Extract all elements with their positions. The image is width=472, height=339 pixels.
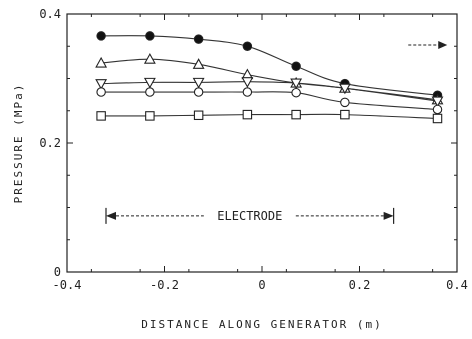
electrode-arrowhead-right [383, 211, 394, 220]
data-point-open-circle [145, 87, 155, 97]
y-axis-label: PRESSURE (MPa) [12, 83, 25, 204]
electrode-label: ELECTRODE [217, 209, 282, 223]
data-point-open-circle [193, 87, 204, 97]
data-point-filled-circle [96, 31, 106, 41]
axis-ticks: -0.4 -0.2 0 0.2 0.4 0 0.2 0.4 [39, 7, 468, 292]
data-point-triangle-down [143, 77, 156, 89]
data-point-triangle-down [95, 79, 108, 90]
data-point-filled-circle [242, 41, 253, 51]
data-point-open-circle [96, 87, 106, 97]
series-layer [95, 31, 444, 124]
series-line-filled-circle [101, 35, 438, 96]
data-point-square [242, 109, 253, 120]
data-point-square [340, 109, 350, 120]
plot-frame [66, 13, 458, 273]
data-point-triangle-down [338, 83, 351, 95]
data-point-triangle-down [192, 77, 205, 89]
y-tick-label: 0 [54, 265, 61, 279]
data-point-square [145, 111, 155, 121]
x-tick-label: -0.4 [53, 278, 82, 292]
data-point-open-circle [242, 87, 253, 97]
data-point-square [291, 109, 301, 120]
data-point-open-circle [291, 87, 301, 98]
x-tick-label: -0.2 [150, 278, 179, 292]
data-point-filled-circle [291, 61, 301, 71]
data-point-triangle-up [192, 58, 205, 69]
x-axis-label: DISTANCE ALONG GENERATOR (m) [141, 318, 382, 331]
data-point-triangle-down [290, 78, 303, 90]
data-point-filled-circle [145, 31, 155, 41]
data-point-open-circle [432, 104, 443, 115]
annotation-layer: ELECTRODE [105, 40, 448, 224]
data-point-open-circle [340, 97, 350, 108]
x-tick-label: 0.2 [349, 278, 371, 292]
x-tick-label: 0.4 [446, 278, 468, 292]
y-tick-label: 0.2 [39, 136, 61, 150]
x-tick-label: 0 [258, 278, 265, 292]
data-point-triangle-up [143, 53, 156, 64]
electrode-arrowhead-left [106, 211, 116, 220]
data-point-triangle-down [431, 96, 444, 108]
flow-arrowhead [438, 40, 448, 49]
y-tick-label: 0.4 [39, 7, 61, 21]
data-point-square [193, 110, 204, 121]
data-point-filled-circle [193, 34, 204, 44]
data-point-triangle-up [95, 56, 108, 68]
data-point-triangle-down [241, 77, 254, 88]
data-point-square [432, 113, 443, 124]
data-point-square [96, 111, 106, 121]
